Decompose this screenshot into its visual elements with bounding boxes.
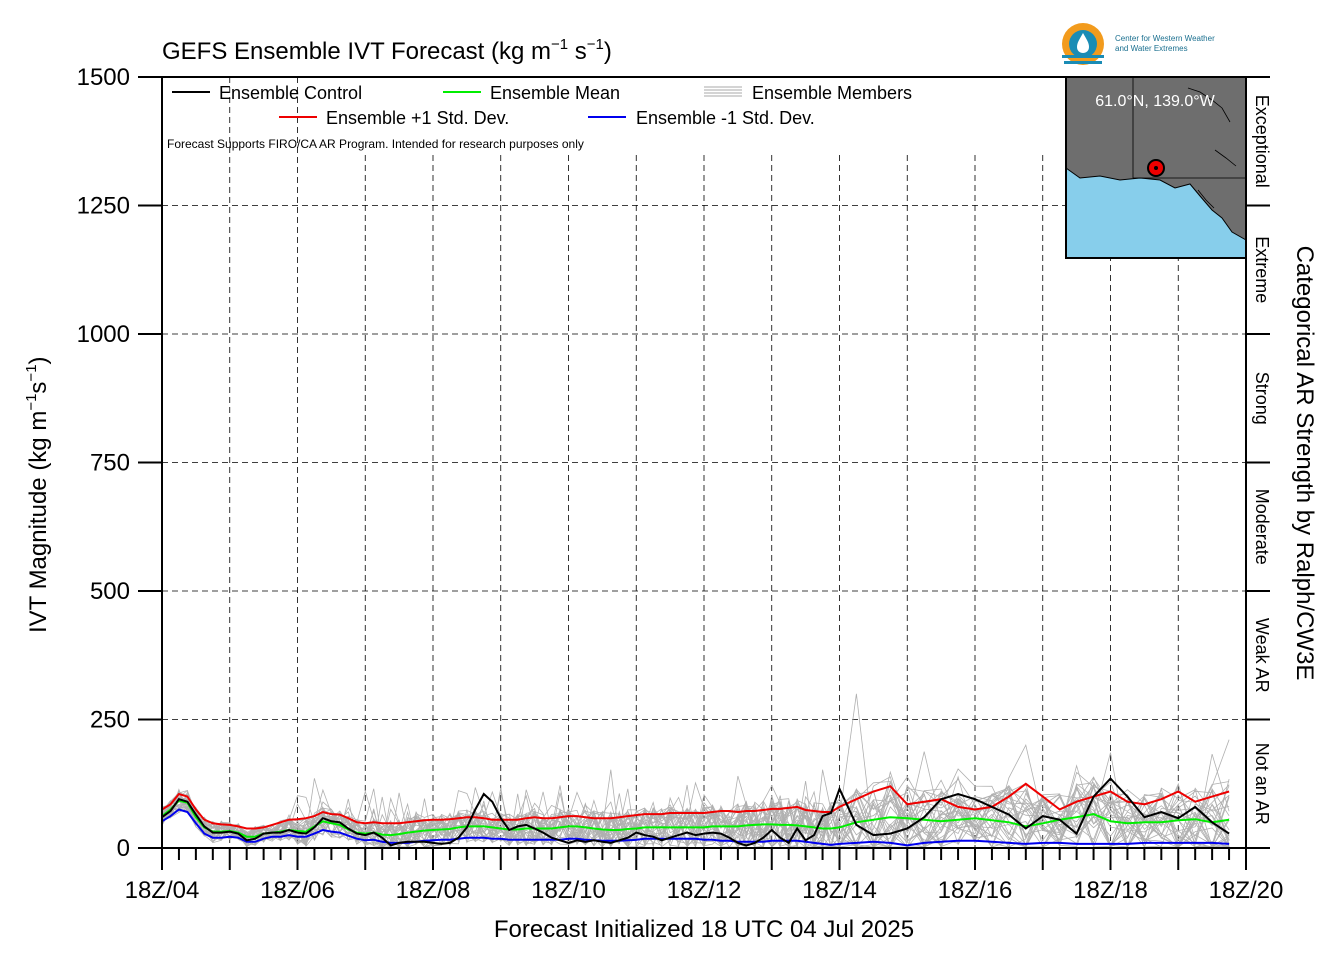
x-tick-label: 18Z/08 xyxy=(396,877,471,904)
legend-label-minus-sd: Ensemble -1 Std. Dev. xyxy=(636,108,815,128)
logo-drop-icon xyxy=(1077,33,1089,53)
y-tick-label: 750 xyxy=(90,450,130,477)
inset-map: 61.0°N, 139.0°W xyxy=(1065,76,1247,259)
ensemble-member-line xyxy=(161,751,1230,849)
series-lines xyxy=(161,777,1230,847)
ensemble-member-line xyxy=(161,782,1230,848)
inset-map-borders xyxy=(1132,77,1246,209)
y-axis: 0 250 500 750 1000 1250 1500 xyxy=(77,64,162,862)
category-label: Extreme xyxy=(1252,236,1272,303)
x-tick-label: 18Z/10 xyxy=(531,877,606,904)
legend: Ensemble Control Ensemble Mean Ensemble … xyxy=(172,83,912,128)
y-tick-label: 1500 xyxy=(77,64,130,91)
grid-lines xyxy=(162,77,1246,848)
ensemble-member-line xyxy=(161,753,1230,849)
y-axis-label: IVT Magnitude (kg m−1s−1) xyxy=(23,356,52,633)
cw3e-logo: Center for Western Weather and Water Ext… xyxy=(1062,23,1215,65)
plus-sd-line xyxy=(161,782,1230,830)
category-label: Exceptional xyxy=(1252,95,1272,188)
x-axis-label: Forecast Initialized 18 UTC 04 Jul 2025 xyxy=(494,916,914,943)
x-tick-label: 18Z/18 xyxy=(1073,877,1148,904)
inset-map-frame xyxy=(1065,76,1247,259)
ensemble-member-line xyxy=(161,769,1230,848)
inset-map-location: 61.0°N, 139.0°W xyxy=(1095,93,1215,110)
ensemble-member-line xyxy=(161,785,1230,849)
legend-swatch-members xyxy=(704,86,742,97)
control-line xyxy=(161,777,1230,847)
ensemble-members xyxy=(161,693,1230,849)
category-label: Strong xyxy=(1252,372,1272,425)
legend-label-control: Ensemble Control xyxy=(219,83,362,103)
y-tick-label: 1000 xyxy=(77,321,130,348)
x-tick-label: 18Z/16 xyxy=(938,877,1013,904)
legend-label-mean: Ensemble Mean xyxy=(490,83,620,103)
y-tick-label: 1250 xyxy=(77,193,130,220)
x-tick-label: 18Z/14 xyxy=(802,877,877,904)
y-tick-label: 0 xyxy=(117,835,130,862)
y-tick-label: 500 xyxy=(90,578,130,605)
category-axis: Not an AR Weak AR Moderate Strong Extreme Exc… xyxy=(1246,76,1272,849)
x-tick-label: 18Z/04 xyxy=(125,877,200,904)
x-tick-label: 18Z/12 xyxy=(667,877,742,904)
y-tick-label: 250 xyxy=(90,707,130,734)
logo-text-line2: and Water Extremes xyxy=(1115,44,1188,53)
legend-label-plus-sd: Ensemble +1 Std. Dev. xyxy=(326,108,509,128)
x-axis: 18Z/04 18Z/06 18Z/08 18Z/10 18Z/12 18Z/14 18Z/… xyxy=(125,848,1284,904)
x-tick-label: 18Z/20 xyxy=(1209,877,1284,904)
x-tick-label: 18Z/06 xyxy=(260,877,335,904)
category-label: Moderate xyxy=(1252,489,1272,565)
disclaimer-note: Forecast Supports FIRO/CA AR Program. In… xyxy=(167,137,584,151)
legend-label-members: Ensemble Members xyxy=(752,83,912,103)
category-label: Not an AR xyxy=(1252,743,1272,825)
mean-line xyxy=(161,799,1230,838)
chart-title: GEFS Ensemble IVT Forecast (kg m−1 s−1) xyxy=(162,36,612,65)
logo-text-line1: Center for Western Weather xyxy=(1115,34,1215,43)
category-label: Weak AR xyxy=(1252,618,1272,693)
category-axis-label: Categorical AR Strength by Ralph/CW3E xyxy=(1291,246,1318,681)
location-marker-dot xyxy=(1154,166,1158,170)
